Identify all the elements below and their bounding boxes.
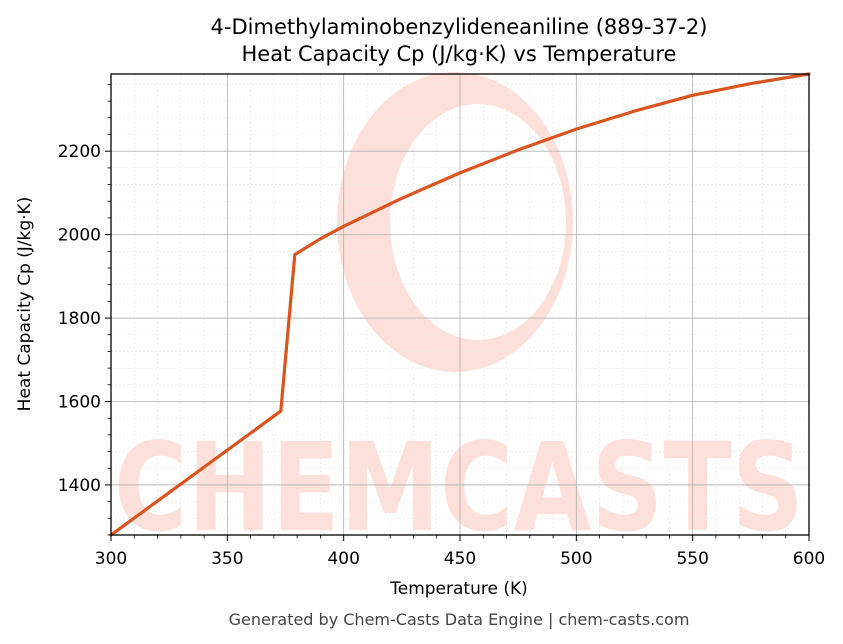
- y-tick-label: 1600: [58, 392, 101, 412]
- footer-credit: Generated by Chem-Casts Data Engine | ch…: [229, 610, 690, 629]
- x-tick-label: 400: [327, 549, 359, 569]
- watermark-circle-cutout: [390, 104, 566, 340]
- y-tick-label: 2200: [58, 142, 101, 162]
- x-tick-label: 300: [95, 549, 127, 569]
- x-tick-label: 350: [211, 549, 243, 569]
- chart-title: 4-Dimethylaminobenzylideneaniline (889-3…: [211, 15, 708, 39]
- series-layer: [109, 72, 811, 537]
- watermark-text: CHEMCASTS: [114, 417, 804, 559]
- ticks-layer: 300 350 400 450 500 550 600 1400 1600 1800 2000 220…: [58, 84, 825, 569]
- x-tick-label: 600: [793, 549, 825, 569]
- watermark-logo: CHEMCASTS: [114, 72, 804, 559]
- y-tick-label: 2000: [58, 226, 101, 246]
- plot-frame: [110, 73, 810, 536]
- y-tick-label: 1400: [58, 476, 101, 496]
- x-tick-label: 550: [676, 549, 708, 569]
- x-tick-label: 450: [444, 549, 476, 569]
- series-line-heat-capacity: [109, 72, 811, 537]
- chart-subtitle: Heat Capacity Cp (J/kg·K) vs Temperature: [242, 42, 677, 66]
- y-tick-label: 1800: [58, 309, 101, 329]
- x-axis-label: Temperature (K): [389, 579, 528, 599]
- y-axis-label: Heat Capacity Cp (J/kg·K): [15, 197, 35, 412]
- x-tick-label: 500: [560, 549, 592, 569]
